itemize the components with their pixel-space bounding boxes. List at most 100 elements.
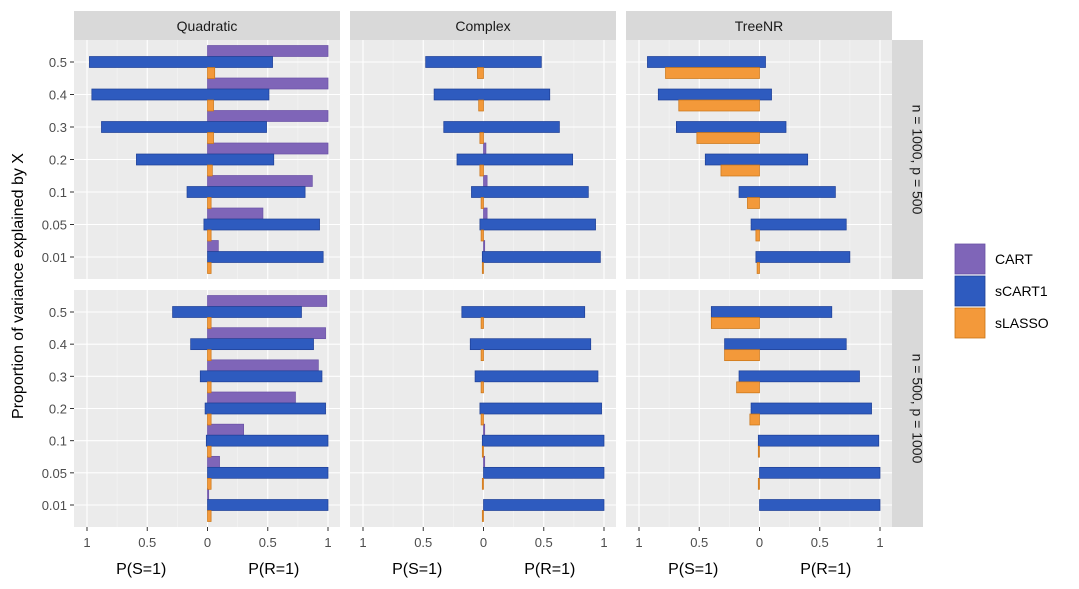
legend-label-scart1: sCART1 bbox=[995, 283, 1048, 299]
bar-slasso-0.2 bbox=[207, 413, 212, 426]
bar-cart-0.1 bbox=[483, 175, 488, 187]
bar-slasso-0.4 bbox=[724, 349, 760, 362]
bar-slasso-0.1 bbox=[747, 197, 760, 209]
bar-cart-0.3 bbox=[207, 110, 329, 122]
bar-cart-0.01 bbox=[207, 240, 219, 252]
bar-slasso-0.05 bbox=[207, 229, 212, 242]
bar-slasso-0.4 bbox=[207, 349, 212, 362]
y-tick-label: 0.3 bbox=[49, 120, 67, 135]
bar-scart1-0.2 bbox=[704, 153, 809, 166]
y-tick-label: 0.2 bbox=[49, 153, 67, 168]
row-strip-1 bbox=[892, 290, 923, 527]
x-axis-title-right: P(R=1) bbox=[524, 561, 575, 578]
x-axis-title-right: P(R=1) bbox=[248, 561, 299, 578]
facet-strip-treenr bbox=[626, 11, 892, 40]
bar-slasso-0.01 bbox=[756, 262, 760, 274]
bar-scart1-0.3 bbox=[199, 370, 323, 383]
bar-scart1-0.1 bbox=[738, 186, 836, 198]
ticks-layer: 0.01 0.05 0.1 0.2 0.3 0.4 0.5 0.01 0.05 0.1 0.2 0.3… bbox=[42, 55, 884, 578]
y-tick-label: 0.2 bbox=[49, 402, 67, 417]
bar-scart1-0.05 bbox=[203, 218, 320, 231]
bar-slasso-0.5 bbox=[477, 67, 484, 79]
bar-scart1-0.05 bbox=[207, 466, 329, 479]
legend-key-slasso bbox=[954, 307, 986, 339]
legend-key-scart1 bbox=[954, 275, 986, 307]
bar-slasso-0.01 bbox=[207, 262, 212, 274]
bar-cart-0.1 bbox=[483, 423, 486, 436]
x-tick-label: 0 bbox=[756, 535, 763, 550]
x-tick-label: 0 bbox=[480, 535, 487, 550]
x-axis-title-left: P(S=1) bbox=[392, 561, 442, 578]
y-tick-label: 0.5 bbox=[49, 305, 67, 320]
bar-scart1-0.05 bbox=[483, 466, 605, 479]
panel-quadratic-1 bbox=[74, 290, 340, 527]
bar-scart1-0.5 bbox=[461, 306, 586, 318]
bar-scart1-0.01 bbox=[759, 499, 881, 511]
x-tick-label: 0.5 bbox=[535, 535, 553, 550]
x-tick-label: 0.5 bbox=[690, 535, 708, 550]
bar-scart1-0.4 bbox=[469, 338, 592, 351]
strips-layer: Quadratic Complex TreeNR n = 1000, p = 500 n… bbox=[74, 11, 926, 527]
bar-cart-0.01 bbox=[483, 240, 486, 252]
bar-slasso-0.1 bbox=[207, 197, 212, 209]
bar-slasso-0.2 bbox=[480, 413, 484, 426]
x-axis-title-left: P(S=1) bbox=[668, 561, 718, 578]
legend-label-cart: CART bbox=[995, 251, 1033, 267]
y-tick-label: 0.05 bbox=[42, 218, 67, 233]
bar-slasso-0.3 bbox=[736, 381, 760, 394]
bar-slasso-0.5 bbox=[665, 67, 760, 79]
bar-scart1-0.01 bbox=[481, 251, 601, 263]
bar-scart1-0.5 bbox=[647, 56, 766, 68]
y-tick-label: 0.4 bbox=[49, 88, 67, 103]
panel-quadratic-0 bbox=[74, 40, 340, 279]
y-tick-label: 0.05 bbox=[42, 466, 67, 481]
bar-slasso-0.05 bbox=[755, 229, 760, 242]
panel-complex-0 bbox=[350, 40, 616, 279]
bar-scart1-0.5 bbox=[89, 56, 273, 68]
bar-slasso-0.4 bbox=[678, 99, 760, 112]
bar-slasso-0.1 bbox=[480, 197, 484, 209]
bar-slasso-0.1 bbox=[207, 445, 212, 458]
bar-scart1-0.2 bbox=[204, 402, 326, 415]
bar-scart1-0.3 bbox=[443, 121, 560, 133]
bar-scart1-0.4 bbox=[433, 88, 551, 101]
bar-scart1-0.3 bbox=[676, 121, 787, 133]
bar-slasso-0.05 bbox=[207, 477, 212, 490]
bar-scart1-0.1 bbox=[471, 186, 589, 198]
x-tick-label: 1 bbox=[876, 535, 883, 550]
bar-cart-0.01 bbox=[207, 488, 210, 500]
y-tick-label: 0.1 bbox=[49, 185, 67, 200]
bar-scart1-0.05 bbox=[759, 466, 881, 479]
bar-slasso-0.3 bbox=[207, 132, 214, 144]
bar-slasso-0.2 bbox=[720, 164, 760, 177]
bar-scart1-0.1 bbox=[205, 434, 329, 447]
y-tick-label: 0.5 bbox=[49, 55, 67, 70]
legend-key-cart bbox=[954, 243, 986, 275]
x-tick-label: 1 bbox=[359, 535, 366, 550]
bar-scart1-0.2 bbox=[136, 153, 275, 166]
row-label-1: n = 500, p = 1000 bbox=[910, 354, 926, 464]
y-tick-label: 0.1 bbox=[49, 434, 67, 449]
facet-label-quadratic: Quadratic bbox=[177, 18, 238, 34]
facet-label-treenr: TreeNR bbox=[735, 18, 784, 34]
bar-cart-0.4 bbox=[207, 77, 329, 90]
facet-strip-quadratic bbox=[74, 11, 340, 40]
x-tick-label: 0.5 bbox=[811, 535, 829, 550]
y-tick-label: 0.3 bbox=[49, 369, 67, 384]
bar-scart1-0.5 bbox=[172, 306, 302, 318]
legend-label-slasso: sLASSO bbox=[995, 315, 1049, 331]
bar-slasso-0.3 bbox=[207, 381, 212, 394]
bar-slasso-0.2 bbox=[207, 164, 213, 177]
y-tick-label: 0.01 bbox=[42, 498, 67, 513]
bar-slasso-0.5 bbox=[710, 317, 760, 329]
bar-slasso-0.01 bbox=[481, 510, 484, 522]
x-tick-label: 0.5 bbox=[414, 535, 432, 550]
bar-scart1-0.2 bbox=[456, 153, 574, 166]
bar-slasso-0.05 bbox=[480, 229, 484, 242]
bar-cart-0.1 bbox=[207, 423, 245, 436]
bar-scart1-0.3 bbox=[738, 370, 860, 383]
bar-slasso-0.05 bbox=[481, 477, 484, 490]
bar-scart1-0.4 bbox=[190, 338, 314, 351]
legend: CART sCART1 sLASSO bbox=[954, 243, 1049, 339]
